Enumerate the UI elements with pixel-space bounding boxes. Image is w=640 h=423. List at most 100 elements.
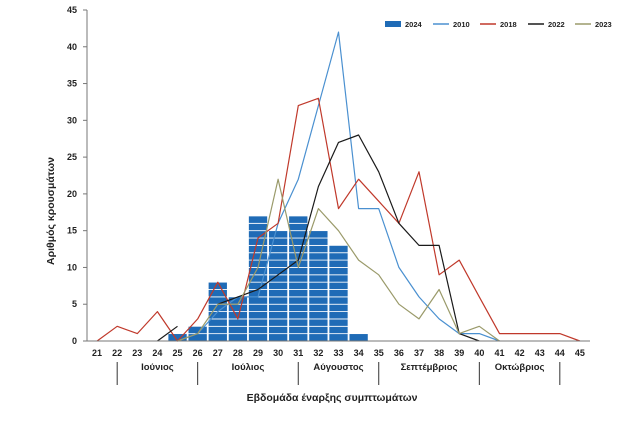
- x-tick-label: 38: [434, 348, 444, 358]
- legend-label-2010: 2010: [453, 20, 470, 29]
- line-series-2022: [157, 134, 480, 342]
- bar-case-block: [288, 289, 309, 298]
- legend-swatch-2024: [385, 21, 401, 27]
- bar-case-block: [328, 333, 349, 342]
- bar-case-block: [288, 281, 309, 290]
- bar-case-block: [268, 325, 289, 335]
- x-tick-label: 31: [293, 348, 303, 358]
- bar-case-block: [268, 311, 289, 320]
- bar-case-block: [328, 244, 349, 254]
- x-tick-label: 45: [575, 348, 585, 358]
- bar-case-block: [328, 318, 349, 327]
- x-tick-label: 22: [112, 348, 122, 358]
- bar-case-block: [268, 281, 289, 290]
- bar-2024-week-32: [308, 230, 329, 342]
- bar-2024-week-33: [328, 244, 349, 342]
- legend: 2024 2010 2018 2022 2023: [385, 20, 612, 29]
- bar-case-block: [288, 325, 309, 335]
- x-tick-label: 28: [233, 348, 243, 358]
- month-labels: Ιούνιος Ιούλιος Αύγουστος Σεπτέμβριος Οκτώβρ…: [116, 362, 561, 385]
- bar-case-block: [227, 318, 248, 327]
- bar-case-block: [268, 333, 289, 342]
- bar-case-block: [207, 296, 228, 305]
- legend-label-2023: 2023: [595, 20, 612, 29]
- bar-case-block: [248, 252, 268, 261]
- line-series-2023: [177, 178, 500, 342]
- bar-case-block: [268, 289, 289, 298]
- x-tick-labels: 21 22 23 24 25 26 27 28 29 30 31 32 33 34 35 36 37 38 39 40…: [92, 348, 585, 358]
- bar-2024-week-34: [348, 333, 369, 342]
- y-tick-label: 30: [67, 115, 77, 125]
- legend-label-2018: 2018: [500, 20, 517, 29]
- bar-case-block: [248, 311, 268, 320]
- bar-case-block: [227, 325, 248, 335]
- bar-case-block: [268, 303, 289, 312]
- bar-case-block: [268, 267, 289, 276]
- legend-label-2024: 2024: [405, 20, 423, 29]
- bar-case-block: [268, 274, 289, 283]
- bar-case-block: [308, 325, 329, 335]
- bar-case-block: [268, 230, 289, 239]
- y-tick-label: 40: [67, 42, 77, 52]
- y-tick-label: 10: [67, 262, 77, 272]
- bar-case-block: [248, 333, 268, 342]
- x-tick-label: 37: [414, 348, 424, 358]
- bar-case-block: [288, 222, 309, 232]
- bar-case-block: [248, 325, 268, 335]
- month-label: Ιούνιος: [141, 362, 174, 373]
- bar-case-block: [308, 259, 329, 268]
- bar-case-block: [308, 303, 329, 312]
- bar-case-block: [187, 325, 208, 335]
- bar-case-block: [248, 244, 268, 254]
- bar-case-block: [308, 296, 329, 305]
- bar-case-block: [288, 274, 309, 283]
- bar-case-block: [308, 289, 329, 298]
- bar-case-block: [288, 215, 309, 224]
- bar-case-block: [328, 281, 349, 290]
- bar-case-block: [268, 237, 289, 246]
- x-tick-label: 33: [333, 348, 343, 358]
- bar-case-block: [248, 303, 268, 312]
- bar-case-block: [308, 267, 329, 276]
- bar-case-block: [308, 244, 329, 254]
- bar-case-block: [288, 296, 309, 305]
- bar-case-block: [248, 222, 268, 232]
- bar-case-block: [308, 252, 329, 261]
- bar-case-block: [288, 318, 309, 327]
- bar-case-block: [207, 303, 228, 312]
- bar-case-block: [268, 318, 289, 327]
- bar-case-block: [308, 318, 329, 327]
- bar-case-block: [207, 311, 228, 320]
- bar-case-block: [308, 237, 329, 246]
- bar-case-block: [207, 333, 228, 342]
- y-tick-label: 0: [72, 336, 77, 346]
- y-axis-title: Αριθμός κρουσμάτων: [45, 157, 57, 265]
- legend-label-2022: 2022: [548, 20, 565, 29]
- bar-case-block: [167, 333, 188, 342]
- bar-case-block: [328, 311, 349, 320]
- month-label: Οκτώβριος: [495, 362, 545, 373]
- bar-case-block: [328, 303, 349, 312]
- x-tick-label: 23: [132, 348, 142, 358]
- x-tick-label: 32: [313, 348, 323, 358]
- bar-case-block: [328, 267, 349, 276]
- x-tick-label: 34: [354, 348, 364, 358]
- bar-2024-week-30: [268, 230, 289, 342]
- bar-case-block: [288, 267, 309, 276]
- bar-case-block: [328, 325, 349, 335]
- x-tick-label: 35: [374, 348, 384, 358]
- x-tick-label: 40: [474, 348, 484, 358]
- x-tick-label: 24: [152, 348, 162, 358]
- bar-case-block: [308, 281, 329, 290]
- bar-2024-week-25: [167, 333, 188, 342]
- month-label: Αύγουστος: [313, 362, 363, 373]
- bar-case-block: [328, 274, 349, 283]
- bar-case-block: [227, 333, 248, 342]
- x-tick-label: 25: [173, 348, 183, 358]
- y-tick-label: 35: [67, 79, 77, 89]
- bar-case-block: [308, 274, 329, 283]
- x-tick-label: 26: [193, 348, 203, 358]
- bar-case-block: [288, 303, 309, 312]
- bar-case-block: [308, 311, 329, 320]
